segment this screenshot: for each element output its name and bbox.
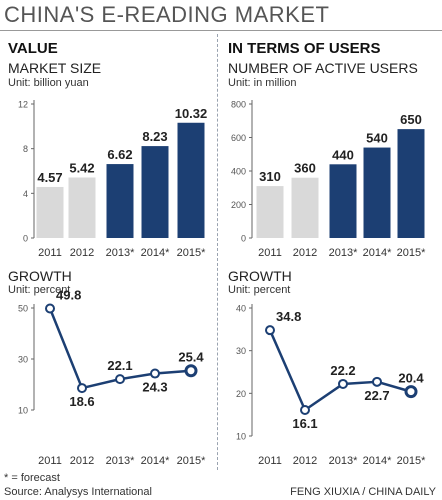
chart-title: GROWTH <box>8 268 72 284</box>
data-point <box>115 374 125 385</box>
bar <box>329 164 357 238</box>
column-divider <box>217 34 218 470</box>
x-tick-label: 2011 <box>258 247 282 259</box>
forecast-footnote: * = forecast <box>4 472 60 484</box>
data-label: 360 <box>294 161 316 176</box>
data-label: 24.3 <box>142 380 167 395</box>
x-tick-label: 2015* <box>397 247 426 259</box>
data-label: 310 <box>259 169 281 184</box>
data-label: 6.62 <box>107 147 132 162</box>
x-tick-label: 2012 <box>293 247 317 259</box>
section-heading: VALUE <box>8 40 58 57</box>
data-label: 22.7 <box>364 388 389 403</box>
y-tick-label: 10 <box>236 432 246 442</box>
y-tick-label: 0 <box>241 234 246 244</box>
data-label: 540 <box>366 131 388 146</box>
x-tick-label: 2014* <box>141 455 170 467</box>
data-point <box>300 404 310 415</box>
chart-unit: Unit: percent <box>8 284 70 296</box>
section-heading: IN TERMS OF USERS <box>228 40 381 57</box>
y-tick-label: 400 <box>231 167 246 177</box>
data-point <box>150 368 160 379</box>
x-tick-label: 2015* <box>397 455 426 467</box>
chart-title: NUMBER OF ACTIVE USERS <box>228 60 418 76</box>
y-tick-label: 4 <box>23 189 28 199</box>
x-tick-label: 2013* <box>329 247 358 259</box>
x-tick-label: 2014* <box>363 247 392 259</box>
data-label: 34.8 <box>276 309 301 324</box>
x-tick-label: 2011 <box>258 455 282 467</box>
y-tick-label: 8 <box>23 144 28 154</box>
bar <box>256 186 284 238</box>
bar <box>363 147 391 238</box>
data-label: 440 <box>332 147 354 162</box>
credit-note: FENG XIUXIA / CHINA DAILY <box>290 486 436 498</box>
bar <box>36 186 64 238</box>
x-tick-label: 2012 <box>70 455 94 467</box>
y-tick-label: 0 <box>23 234 28 244</box>
y-tick-label: 800 <box>231 100 246 110</box>
data-label: 16.1 <box>292 416 317 431</box>
bar <box>291 177 319 238</box>
data-label: 5.42 <box>69 160 94 175</box>
data-label: 25.4 <box>178 350 204 365</box>
data-point <box>265 325 275 336</box>
x-tick-label: 2013* <box>106 455 135 467</box>
data-point <box>184 364 198 378</box>
chart-unit: Unit: in million <box>228 77 296 89</box>
y-tick-label: 40 <box>236 304 246 314</box>
x-tick-label: 2014* <box>141 247 170 259</box>
data-point <box>77 383 87 394</box>
y-tick-label: 30 <box>18 355 28 365</box>
chart-unit: Unit: percent <box>228 284 290 296</box>
x-tick-label: 2013* <box>106 247 135 259</box>
data-point <box>404 385 418 399</box>
data-point <box>45 303 55 314</box>
chart-unit: Unit: billion yuan <box>8 77 89 89</box>
data-point <box>338 378 348 389</box>
y-tick-label: 10 <box>18 406 28 416</box>
data-label: 8.23 <box>142 129 167 144</box>
x-tick-label: 2015* <box>177 455 206 467</box>
source-note: Source: Analysys International <box>4 486 152 498</box>
data-label: 10.32 <box>175 106 208 121</box>
bar <box>141 146 169 238</box>
data-label: 20.4 <box>398 371 424 386</box>
bar <box>68 177 96 238</box>
y-tick-label: 20 <box>236 389 246 399</box>
x-tick-label: 2011 <box>38 455 62 467</box>
y-tick-label: 30 <box>236 346 246 356</box>
chart-title: MARKET SIZE <box>8 60 101 76</box>
data-label: 18.6 <box>69 394 94 409</box>
data-label: 22.2 <box>330 363 355 378</box>
data-point <box>372 376 382 387</box>
y-tick-label: 12 <box>18 100 28 110</box>
y-tick-label: 200 <box>231 200 246 210</box>
y-tick-label: 600 <box>231 133 246 143</box>
data-label: 22.1 <box>107 358 132 373</box>
title-divider <box>0 30 442 31</box>
x-tick-label: 2013* <box>329 455 358 467</box>
x-tick-label: 2015* <box>177 247 206 259</box>
data-label: 4.57 <box>37 170 62 185</box>
bar <box>177 122 205 238</box>
x-tick-label: 2014* <box>363 455 392 467</box>
data-label: 650 <box>400 112 422 127</box>
data-label: 49.8 <box>56 288 81 303</box>
x-tick-label: 2011 <box>38 247 62 259</box>
x-tick-label: 2012 <box>293 455 317 467</box>
page-title: CHINA'S E-READING MARKET <box>4 2 330 27</box>
x-tick-label: 2012 <box>70 247 94 259</box>
y-tick-label: 50 <box>18 304 28 314</box>
bar <box>106 164 134 238</box>
bar <box>397 129 425 238</box>
chart-title: GROWTH <box>228 268 292 284</box>
